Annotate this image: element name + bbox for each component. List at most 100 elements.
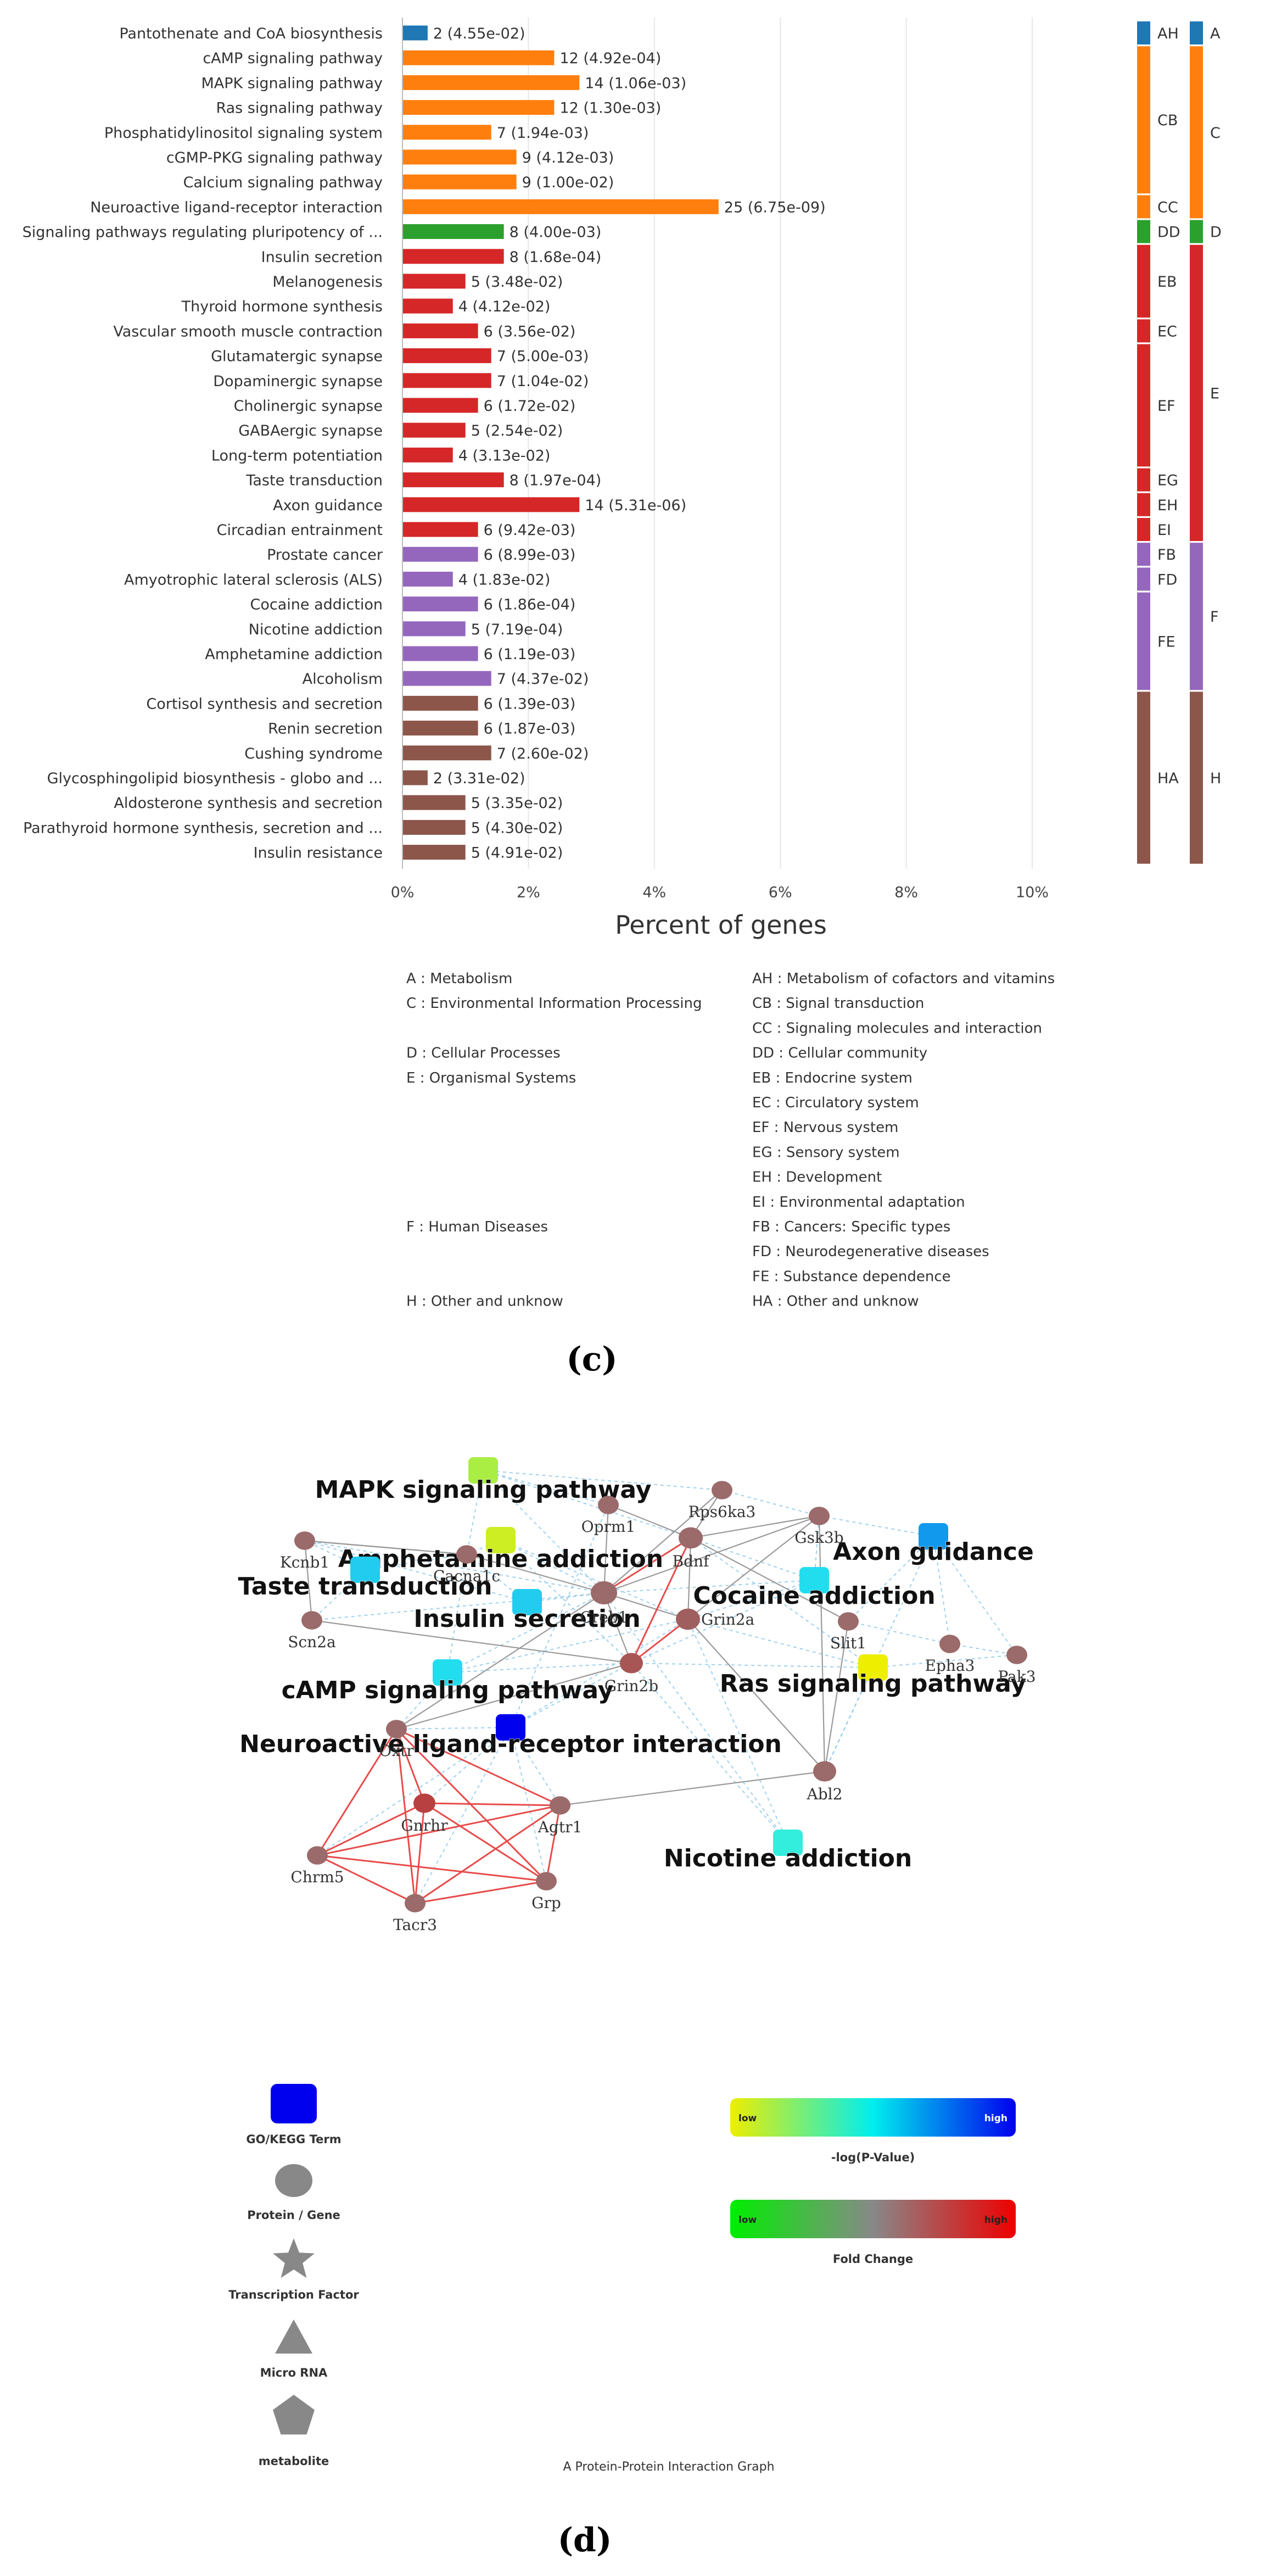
term-nodes: MAPK signaling pathway Amphetamine addict… xyxy=(238,1457,1034,1873)
gene-node[interactable] xyxy=(301,1611,322,1630)
gene-node[interactable] xyxy=(1006,1646,1027,1664)
x-gridlines xyxy=(402,18,1033,869)
term-node[interactable] xyxy=(433,1659,462,1686)
gene-node-label: Oprm1 xyxy=(581,1518,636,1536)
term-node[interactable] xyxy=(919,1523,948,1549)
gene-node[interactable] xyxy=(536,1872,557,1891)
legend-entry-subcategory: CC : Signaling molecules and interaction xyxy=(752,1020,1042,1036)
group-band xyxy=(1190,543,1203,690)
gene-node[interactable] xyxy=(405,1894,426,1913)
gene-node[interactable] xyxy=(838,1612,859,1631)
gene-node[interactable] xyxy=(598,1496,619,1514)
network-edge xyxy=(559,1770,825,1806)
network-edge xyxy=(631,1580,815,1664)
gene-node[interactable] xyxy=(591,1581,617,1605)
network-edge xyxy=(603,1490,723,1593)
network-edge xyxy=(395,1729,416,1904)
network-edge xyxy=(415,1804,561,1904)
gene-node[interactable] xyxy=(813,1761,836,1782)
gene-node[interactable] xyxy=(712,1481,732,1499)
network-edge xyxy=(687,1619,874,1668)
legend-shape-label: Transcription Factor xyxy=(228,2288,359,2301)
network-edge xyxy=(396,1662,632,1730)
network-edge xyxy=(631,1663,874,1668)
gene-node[interactable] xyxy=(939,1635,960,1653)
network-edge xyxy=(687,1515,820,1620)
network-edge xyxy=(447,1663,632,1673)
legend-shape-label: metabolite xyxy=(259,2455,329,2468)
gene-node-label: Gnrhr xyxy=(401,1816,448,1835)
gene-node[interactable] xyxy=(386,1720,407,1738)
network-edge xyxy=(603,1580,815,1593)
group-band-label: H xyxy=(1210,770,1221,787)
term-node-label: Ras signaling pathway xyxy=(720,1670,1026,1698)
subgroup-band-label: FE xyxy=(1157,633,1176,650)
gene-node[interactable] xyxy=(550,1796,570,1815)
bar xyxy=(402,671,491,686)
network-edge xyxy=(316,1729,398,1856)
network-edge xyxy=(311,1569,366,1621)
network-edge xyxy=(603,1504,609,1593)
subgroup-band xyxy=(1137,692,1150,864)
bar-value-label: 2 (3.31e-02) xyxy=(433,770,525,787)
term-node-label: Amphetamine addiction xyxy=(338,1545,663,1573)
category-label: Parathyroid hormone synthesis, secretion… xyxy=(23,819,383,837)
category-label: Pantothenate and CoA biosynthesis xyxy=(119,25,383,42)
bar xyxy=(402,621,466,637)
legend-shape-label: Micro RNA xyxy=(260,2366,328,2379)
gene-node[interactable] xyxy=(809,1507,830,1525)
term-node[interactable] xyxy=(468,1457,498,1484)
gene-node-label: Kcnb1 xyxy=(280,1553,329,1571)
term-node[interactable] xyxy=(512,1589,542,1615)
gene-node[interactable] xyxy=(679,1527,703,1549)
bar-value-label: 5 (4.30e-02) xyxy=(471,819,563,837)
bar-value-label: 9 (1.00e-02) xyxy=(522,174,614,191)
term-node[interactable] xyxy=(496,1714,525,1741)
gene-node[interactable] xyxy=(620,1653,643,1674)
network-edge xyxy=(690,1515,820,1539)
legend-gradient-bar xyxy=(730,2098,1016,2137)
bar-value-label: 4 (3.13e-02) xyxy=(458,447,551,464)
bar-value-label: 6 (1.39e-03) xyxy=(484,695,576,712)
gene-node-label: Pak3 xyxy=(998,1668,1035,1686)
network-edge xyxy=(424,1802,547,1882)
gene-node[interactable] xyxy=(413,1793,435,1813)
term-node[interactable] xyxy=(486,1527,516,1553)
legend-gradient-low: low xyxy=(738,2113,757,2124)
bar-value-label: 4 (4.12e-02) xyxy=(458,298,551,315)
gene-node[interactable] xyxy=(676,1608,700,1630)
gene-node[interactable] xyxy=(307,1846,328,1865)
x-tick-label: 10% xyxy=(1016,884,1049,901)
gene-node-label: Grin2b xyxy=(604,1677,658,1695)
bar xyxy=(402,274,466,289)
x-tick-label: 6% xyxy=(769,884,792,901)
term-node-label: Taste transduction xyxy=(238,1573,492,1601)
term-node[interactable] xyxy=(858,1654,888,1681)
gene-node-label: Epha3 xyxy=(925,1657,975,1675)
subgroup-band-label: EB xyxy=(1157,274,1177,291)
term-node[interactable] xyxy=(799,1567,829,1593)
bar-value-label: 6 (1.87e-03) xyxy=(484,721,576,738)
network-edge xyxy=(395,1729,426,1804)
x-tick-label: 0% xyxy=(391,884,415,901)
network-edge xyxy=(483,1470,609,1506)
bar-value-label: 7 (5.00e-03) xyxy=(497,348,589,365)
network-edge xyxy=(631,1663,788,1843)
bar xyxy=(402,497,580,512)
term-node[interactable] xyxy=(350,1557,380,1583)
gene-node-label: Agtr1 xyxy=(538,1818,583,1836)
legend-entry-subcategory: FD : Neurodegenerative diseases xyxy=(752,1244,989,1260)
network-edge xyxy=(687,1619,825,1772)
network-edge xyxy=(814,1515,820,1581)
bar-value-label: 9 (4.12e-03) xyxy=(522,149,614,166)
category-label: MAPK signaling pathway xyxy=(201,75,383,92)
gene-node[interactable] xyxy=(456,1545,477,1564)
network-edge xyxy=(500,1540,689,1620)
network-edge xyxy=(395,1728,547,1882)
gene-node[interactable] xyxy=(294,1531,315,1550)
legend-gradient-title: -log(P-Value) xyxy=(831,2151,915,2164)
term-node[interactable] xyxy=(773,1830,803,1856)
bar-value-label: 12 (1.30e-03) xyxy=(559,100,661,117)
x-tick-label: 2% xyxy=(517,884,540,901)
